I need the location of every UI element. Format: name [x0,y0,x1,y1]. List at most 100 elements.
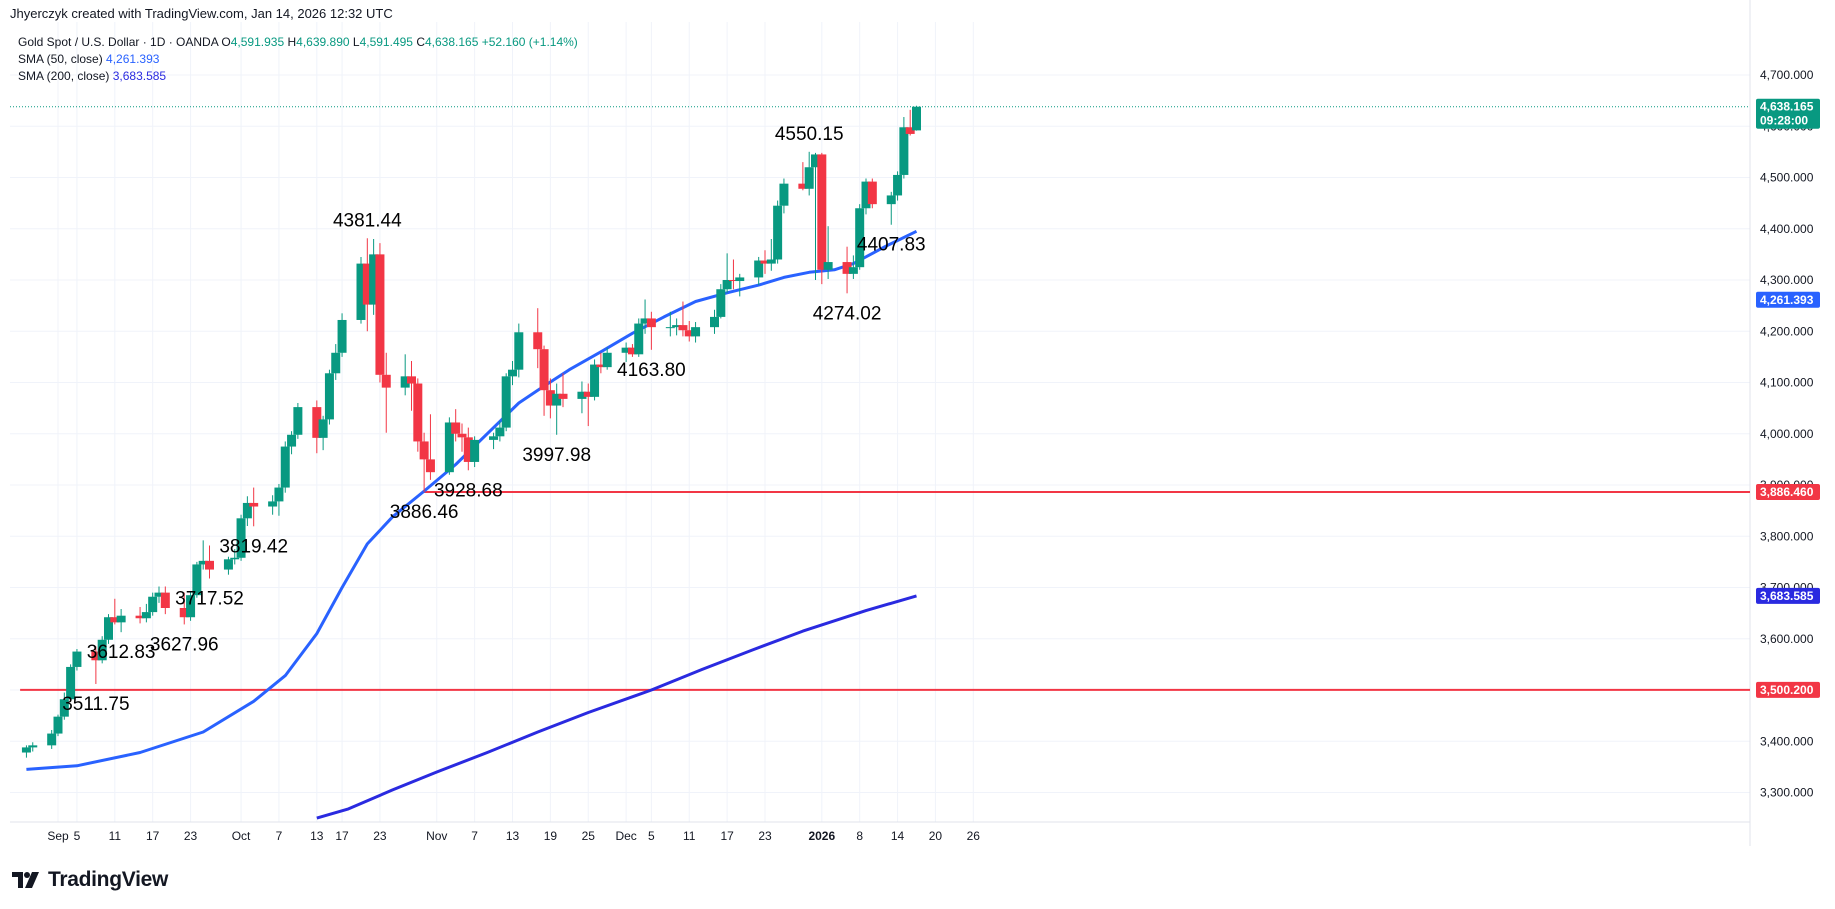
y-tick-label: 4,400.000 [1760,222,1814,236]
time-axis[interactable]: Sep 5 11 17 23 Oct 7 13 17 23 Nov 7 13 19 25 Dec 5 11 17 23… [47,829,980,843]
candle [552,383,562,435]
candle-body [848,267,858,274]
sma200-legend[interactable]: SMA (200, close) 3,683.585 [18,68,578,85]
candle-body [223,559,233,570]
candle-body [318,419,328,438]
candle [735,273,745,297]
candle [400,354,410,396]
candle [160,586,170,615]
candle-body [893,174,903,196]
candle-body [375,254,385,375]
candle [324,369,334,425]
low-value: 4,591.495 [359,35,413,49]
candle-body [400,376,410,388]
candle [665,311,675,337]
candle [886,191,896,225]
candle [855,204,865,270]
candle-body [293,407,303,435]
sma50-legend[interactable]: SMA (50, close) 4,261.393 [18,51,578,68]
candle [728,259,738,290]
candle-body [577,391,587,399]
candle-body [274,487,284,502]
tradingview-logo-text: TradingView [48,868,169,891]
grid [10,0,1751,846]
candle [817,152,827,285]
x-tick-label: 5 [74,829,81,843]
candle-body [66,666,76,700]
candle-body [381,374,391,388]
candle-body [590,364,600,397]
price-annotation: 3997.98 [522,445,591,466]
candle [716,284,726,319]
candles [21,105,921,758]
y-tick-label: 4,100.000 [1760,376,1814,390]
candle-body [710,316,719,328]
candle-body [470,439,480,462]
price-annotation: 4163.80 [617,360,686,381]
x-tick-label: Sep [47,829,69,843]
candle-body [867,181,877,205]
candle [621,342,631,362]
symbol-name[interactable]: Gold Spot / U.S. Dollar · 1D · OANDA [18,35,219,49]
candle-body [728,280,738,282]
candle [590,359,600,401]
x-tick-label: 19 [544,829,558,843]
x-tick-label: 7 [471,829,478,843]
candle [501,373,511,432]
candle [148,592,158,616]
candle-body [28,745,38,748]
candle [905,109,915,136]
tradingview-logo-icon [12,872,39,888]
candle-body [912,106,921,131]
x-tick-label: 23 [184,829,198,843]
candle-body [766,259,776,264]
candle [760,250,770,274]
candle-body [186,595,196,618]
candle [451,409,461,442]
x-tick-label: 17 [146,829,160,843]
candle [407,360,416,411]
candle [684,321,694,342]
x-tick-label: 7 [276,829,283,843]
candle [489,432,499,450]
close-value: 4,638.165 [424,35,479,49]
candle [287,431,297,455]
candle-body [47,733,57,746]
ohlc-row: Gold Spot / U.S. Dollar · 1D · OANDA O4,… [18,34,578,51]
price-annotation: 3819.42 [219,536,288,557]
candle [242,496,252,526]
high-label: H [287,35,297,49]
candle-body [798,183,808,189]
candle [413,378,423,452]
candle [495,420,505,442]
candle-body [621,347,631,353]
candle-body [861,181,871,209]
candle-body [110,617,120,623]
hline-tag-lower-bg [1756,681,1820,698]
candle [141,603,151,623]
candle-body [242,502,252,519]
candle-body [678,325,688,331]
x-tick-label: 13 [310,829,324,843]
candle [861,178,871,215]
candle [672,318,682,336]
candle [457,423,467,452]
x-tick-label: 14 [891,829,905,843]
candle-body [236,518,246,558]
sma200-tag-bg [1756,587,1820,604]
candle-body [646,318,656,328]
candle [337,313,347,357]
horizontal-lines[interactable] [10,106,1750,691]
candle [110,598,120,625]
candle [59,692,69,720]
candle [53,714,63,737]
candle-body [425,459,435,473]
tradingview-logo[interactable]: TradingView [12,868,168,892]
candle [867,178,877,209]
candle [444,417,454,475]
candle [104,614,113,644]
candle-body [722,280,732,290]
candle [230,549,240,565]
